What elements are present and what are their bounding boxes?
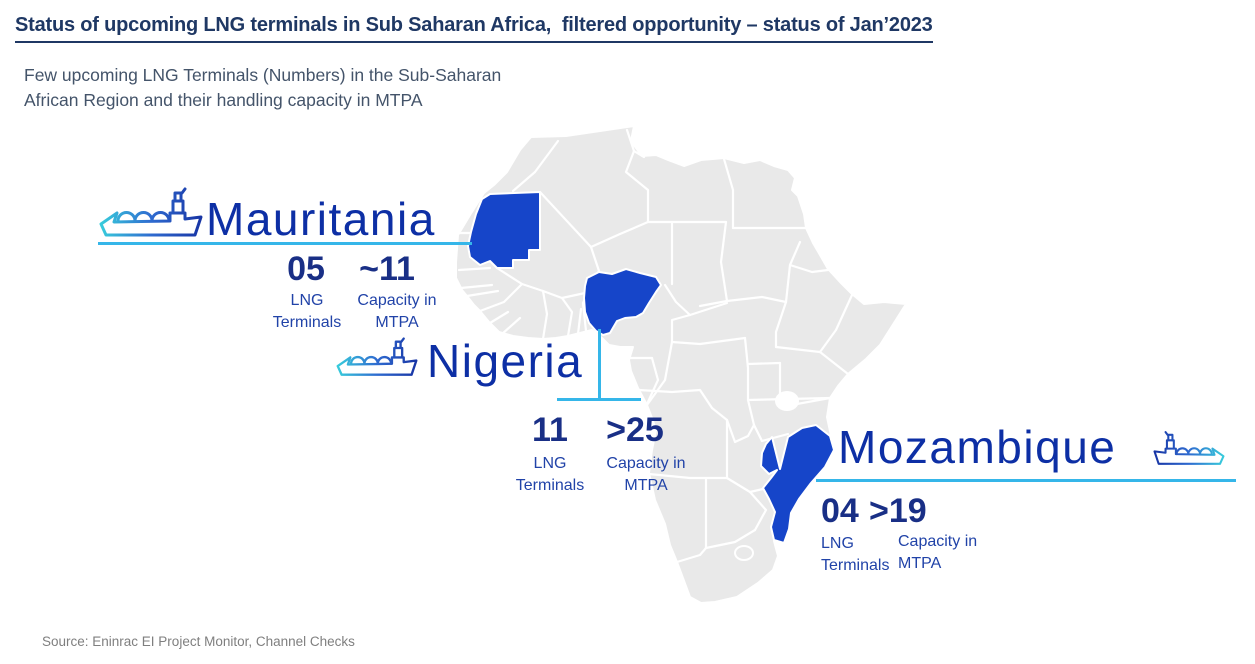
capacity-value: ~11 (359, 250, 415, 288)
page-title: Status of upcoming LNG terminals in Sub … (15, 14, 933, 43)
terminals-label: LNG Terminals (272, 292, 342, 331)
callout-line-nigeria-vertical (598, 329, 601, 400)
terminals-value: 05 (287, 250, 325, 288)
capacity-label: Capacity in MTPA (606, 455, 686, 494)
terminals-value: 04 (821, 492, 859, 530)
country-shape-mauritania (467, 191, 541, 269)
subtitle: Few upcoming LNG Terminals (Numbers) in … (24, 65, 502, 111)
terminals-value: 11 (532, 411, 568, 449)
country-shape-lesotho (734, 545, 754, 561)
country-label-nigeria: Nigeria (427, 335, 584, 387)
capacity-value: >19 (869, 492, 927, 530)
capacity-value: >25 (606, 411, 664, 449)
capacity-label: Capacity in MTPA (898, 533, 978, 572)
country-borders (457, 128, 854, 564)
lake-victoria (775, 391, 799, 411)
source-note: Source: Eninrac EI Project Monitor, Chan… (42, 634, 355, 649)
country-shape-mozambique (760, 424, 835, 544)
lng-ship-icon (1150, 430, 1228, 470)
callout-line-mauritania (98, 242, 472, 245)
callout-line-mozambique (816, 479, 1236, 482)
country-label-mozambique: Mozambique (838, 421, 1117, 473)
country-label-mauritania: Mauritania (206, 193, 436, 245)
lng-ship-icon (95, 186, 207, 244)
country-shape-nigeria (583, 268, 662, 336)
callout-line-nigeria-horizontal (557, 398, 641, 401)
africa-map (455, 125, 907, 604)
terminals-label: LNG Terminals (515, 455, 585, 494)
terminals-label: LNG Terminals (821, 535, 890, 574)
lng-ship-icon (333, 336, 421, 382)
capacity-label: Capacity in MTPA (357, 292, 437, 331)
